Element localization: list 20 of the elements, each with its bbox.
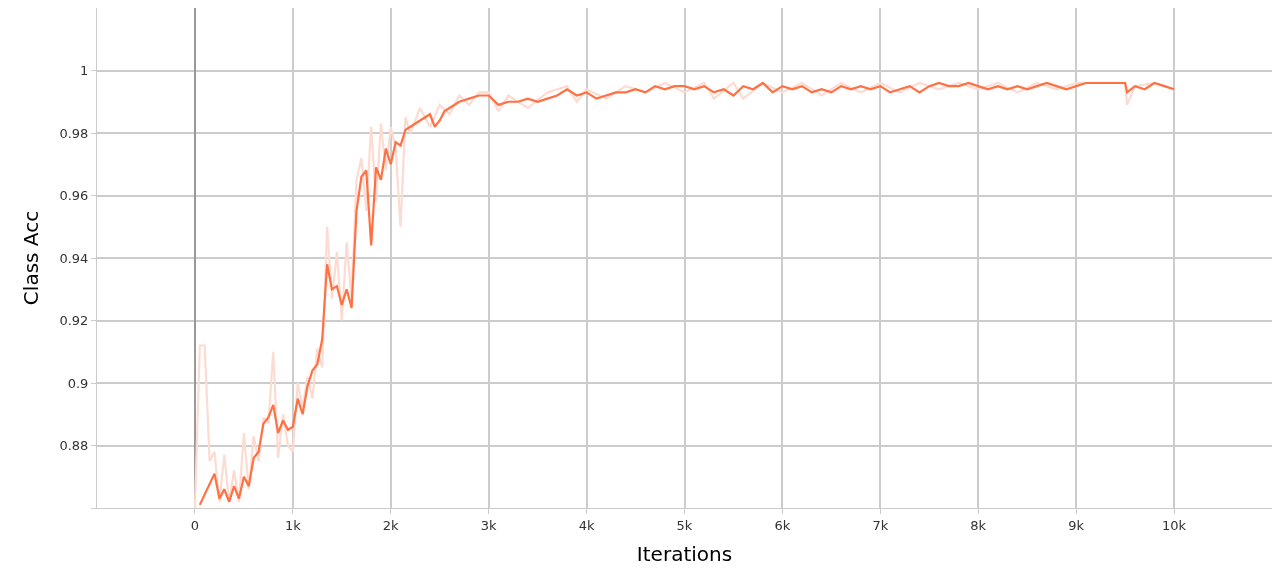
- x-tick-label: 10k: [1162, 517, 1187, 533]
- x-axis-title: Iterations: [636, 542, 733, 567]
- y-tick-label: 0.96: [59, 188, 89, 204]
- x-tick-label: 1k: [284, 517, 302, 533]
- x-tick-label: 9k: [1068, 517, 1085, 533]
- y-tick-label: 0.98: [59, 125, 89, 141]
- x-tick-label: 6k: [774, 517, 791, 533]
- x-tick-label: 5k: [676, 517, 693, 533]
- y-tick-label: 0.92: [59, 313, 89, 329]
- x-tick-label: 7k: [872, 517, 889, 533]
- y-tick-label: 0.9: [67, 375, 89, 391]
- x-tick-label: 3k: [480, 517, 498, 533]
- x-tick-label: 0: [190, 517, 200, 533]
- x-tick-label: 2k: [382, 517, 400, 533]
- y-tick-label: 1: [80, 63, 89, 79]
- y-axis-title: Class Acc: [18, 210, 43, 306]
- x-tick-label: 4k: [578, 517, 595, 533]
- x-tick-label: 8k: [970, 517, 987, 533]
- y-tick-label: 0.94: [59, 250, 89, 266]
- y-tick-label: 0.88: [59, 438, 89, 454]
